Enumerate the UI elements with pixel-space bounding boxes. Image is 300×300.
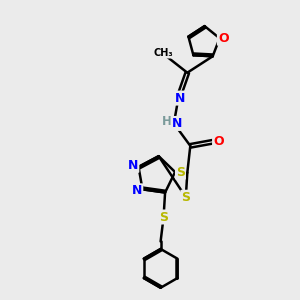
Text: N: N [172, 117, 182, 130]
Text: H: H [161, 116, 171, 128]
Text: N: N [132, 184, 142, 197]
Text: N: N [128, 159, 138, 172]
Text: N: N [175, 92, 185, 105]
Text: S: S [181, 191, 190, 204]
Text: O: O [213, 135, 224, 148]
Text: S: S [159, 211, 168, 224]
Text: S: S [176, 166, 185, 178]
Text: CH₃: CH₃ [154, 48, 173, 58]
Text: O: O [218, 32, 229, 45]
